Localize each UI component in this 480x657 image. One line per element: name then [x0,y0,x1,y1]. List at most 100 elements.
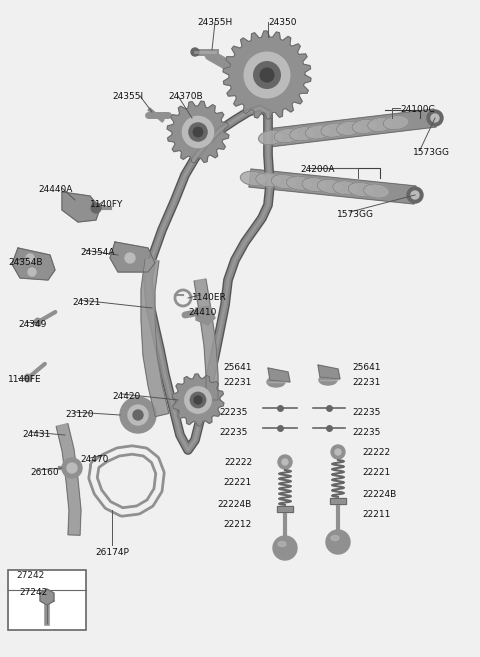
Circle shape [427,110,443,126]
Text: 22221: 22221 [362,468,390,477]
Polygon shape [223,31,311,119]
Polygon shape [336,121,362,135]
Circle shape [133,410,143,420]
Circle shape [120,397,156,433]
Polygon shape [62,192,100,222]
Polygon shape [259,131,284,145]
Polygon shape [271,174,297,189]
Circle shape [67,463,77,473]
Circle shape [189,123,207,141]
Text: 1140FY: 1140FY [90,200,123,209]
Circle shape [193,127,203,137]
Polygon shape [302,177,328,192]
Text: 22224B: 22224B [362,490,396,499]
Polygon shape [287,176,312,190]
Circle shape [244,52,290,98]
Text: 24355I: 24355I [112,92,144,101]
Circle shape [254,62,280,88]
Circle shape [191,48,199,56]
Text: 25641: 25641 [352,363,381,372]
Bar [8,570,86,630]
Text: 22222: 22222 [362,448,390,457]
Bar [330,498,346,504]
Circle shape [331,445,345,459]
Text: 24470: 24470 [80,455,108,464]
Polygon shape [256,173,282,187]
Circle shape [26,254,34,262]
Ellipse shape [267,377,285,387]
Polygon shape [12,248,55,280]
Text: 22221: 22221 [224,478,252,487]
Circle shape [260,68,274,82]
Text: 24349: 24349 [18,320,47,329]
Text: 24431: 24431 [22,430,50,439]
Polygon shape [56,424,81,535]
Circle shape [128,405,148,425]
Ellipse shape [319,375,337,385]
Text: 27242: 27242 [19,588,47,597]
Text: 22235: 22235 [352,428,380,437]
Polygon shape [348,183,374,196]
Text: 24321: 24321 [72,298,100,307]
Polygon shape [305,125,331,139]
Text: 24370B: 24370B [168,92,203,101]
Circle shape [273,536,297,560]
Text: 22235: 22235 [220,408,248,417]
Text: 22212: 22212 [224,520,252,529]
Polygon shape [352,120,378,133]
Polygon shape [289,127,315,141]
Circle shape [62,458,82,478]
Text: 22222: 22222 [224,458,252,467]
Text: 24350: 24350 [268,18,297,27]
Polygon shape [321,123,347,137]
Text: 24440A: 24440A [38,185,72,194]
Text: 1140ER: 1140ER [192,293,227,302]
Text: 24100C: 24100C [400,105,435,114]
Polygon shape [167,101,229,163]
Text: 24410: 24410 [188,308,216,317]
Polygon shape [24,374,32,382]
Text: 22231: 22231 [224,378,252,387]
Polygon shape [35,318,42,326]
Ellipse shape [278,541,286,547]
Text: 22235: 22235 [352,408,380,417]
Circle shape [182,116,214,148]
Polygon shape [40,589,54,605]
Text: 27242: 27242 [16,571,44,580]
Polygon shape [368,118,393,131]
Circle shape [411,191,419,199]
Circle shape [194,396,202,404]
Text: 24200A: 24200A [300,165,335,174]
Polygon shape [267,109,436,147]
Text: 23120: 23120 [65,410,94,419]
Polygon shape [317,179,343,193]
Text: 22224B: 22224B [218,500,252,509]
Text: 25641: 25641 [224,363,252,372]
Text: 22211: 22211 [362,510,390,519]
Polygon shape [274,129,300,143]
Circle shape [282,459,288,465]
Circle shape [326,530,350,554]
Polygon shape [249,169,416,204]
Circle shape [91,203,101,213]
Polygon shape [110,242,155,272]
Text: 1140FE: 1140FE [8,375,42,384]
Text: 24355H: 24355H [197,18,233,27]
Text: 24354A: 24354A [80,248,115,257]
Circle shape [278,455,292,469]
Circle shape [431,114,439,122]
Text: 24354B: 24354B [8,258,43,267]
Polygon shape [383,116,409,129]
Circle shape [125,253,135,263]
Circle shape [185,387,211,413]
Polygon shape [172,374,224,426]
Circle shape [190,392,206,408]
Polygon shape [141,259,169,417]
Polygon shape [268,368,290,382]
Circle shape [28,268,36,276]
Polygon shape [364,184,389,198]
Text: 22231: 22231 [352,378,380,387]
Text: 26160: 26160 [30,468,59,477]
Polygon shape [240,171,266,185]
Bar [277,506,293,512]
